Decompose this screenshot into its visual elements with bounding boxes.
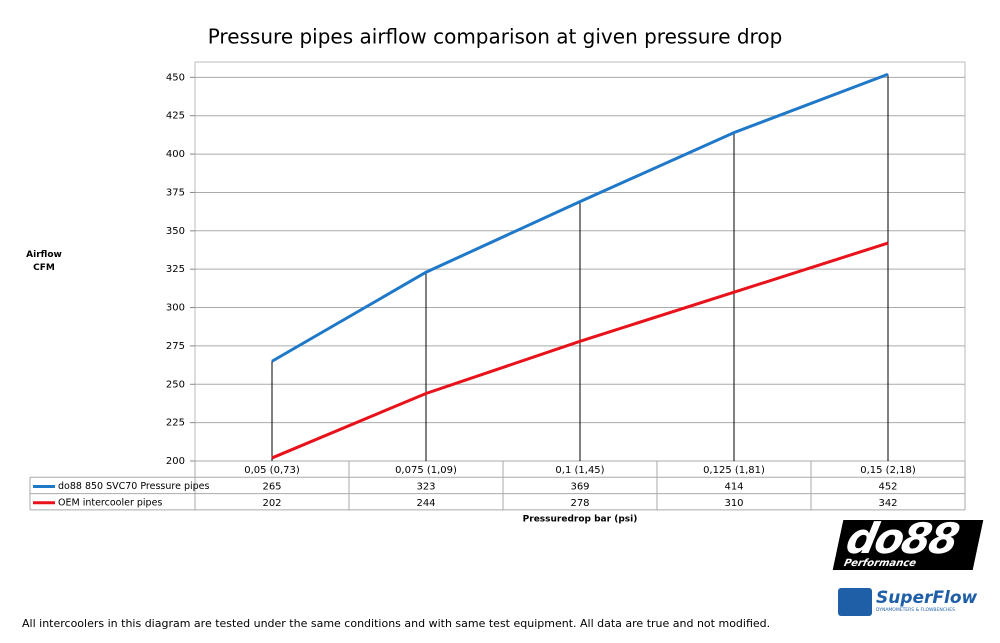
y-tick-label: 275 — [166, 341, 185, 352]
table-value: 278 — [570, 498, 589, 509]
y-tick-label: 450 — [166, 72, 185, 83]
logo-subtext: DYNAMOMETERS & FLOWBENCHES — [876, 608, 955, 613]
x-tick-label: 0,125 (1,81) — [703, 465, 765, 476]
logo-text: SuperFlow — [876, 588, 978, 608]
table-value: 265 — [262, 481, 281, 492]
y-tick-label: 250 — [166, 379, 185, 390]
table-value: 369 — [570, 481, 589, 492]
x-tick-label: 0,15 (2,18) — [860, 465, 916, 476]
chart-title: Pressure pipes airflow comparison at giv… — [208, 25, 783, 49]
x-axis-label: Pressuredrop bar (psi) — [523, 515, 638, 525]
legend-label: do88 850 SVC70 Pressure pipes — [58, 481, 210, 492]
y-tick-label: 425 — [166, 111, 185, 122]
logo-mark — [838, 588, 872, 616]
y-tick-label: 300 — [166, 303, 185, 314]
table-value: 244 — [416, 498, 435, 509]
table-value: 342 — [878, 498, 897, 509]
y-tick-label: 225 — [166, 418, 185, 429]
x-tick-label: 0,075 (1,09) — [395, 465, 457, 476]
series-line — [271, 241, 889, 460]
legend-label: OEM intercooler pipes — [58, 497, 162, 508]
superflow-logo: SuperFlow DYNAMOMETERS & FLOWBENCHES — [838, 588, 983, 618]
table-value: 323 — [416, 481, 435, 492]
y-tick-label: 350 — [166, 226, 185, 237]
logo-subtext: Performance — [842, 558, 918, 569]
table-value: 414 — [724, 481, 743, 492]
table-value: 452 — [878, 481, 897, 492]
x-tick-label: 0,05 (0,73) — [244, 465, 300, 476]
do88-logo: do88 Performance — [832, 514, 984, 570]
y-axis-label: Airflow CFM — [26, 250, 62, 273]
x-tick-label: 0,1 (1,45) — [555, 465, 604, 476]
footnote: All intercoolers in this diagram are tes… — [22, 617, 771, 630]
table-value: 202 — [262, 498, 281, 509]
y-tick-label: 400 — [166, 149, 185, 160]
y-tick-label: 375 — [166, 187, 185, 198]
y-tick-label: 325 — [166, 264, 185, 275]
y-tick-label: 200 — [166, 456, 185, 467]
series-line — [271, 72, 889, 363]
logo-text: do88 — [842, 514, 962, 563]
table-value: 310 — [724, 498, 743, 509]
